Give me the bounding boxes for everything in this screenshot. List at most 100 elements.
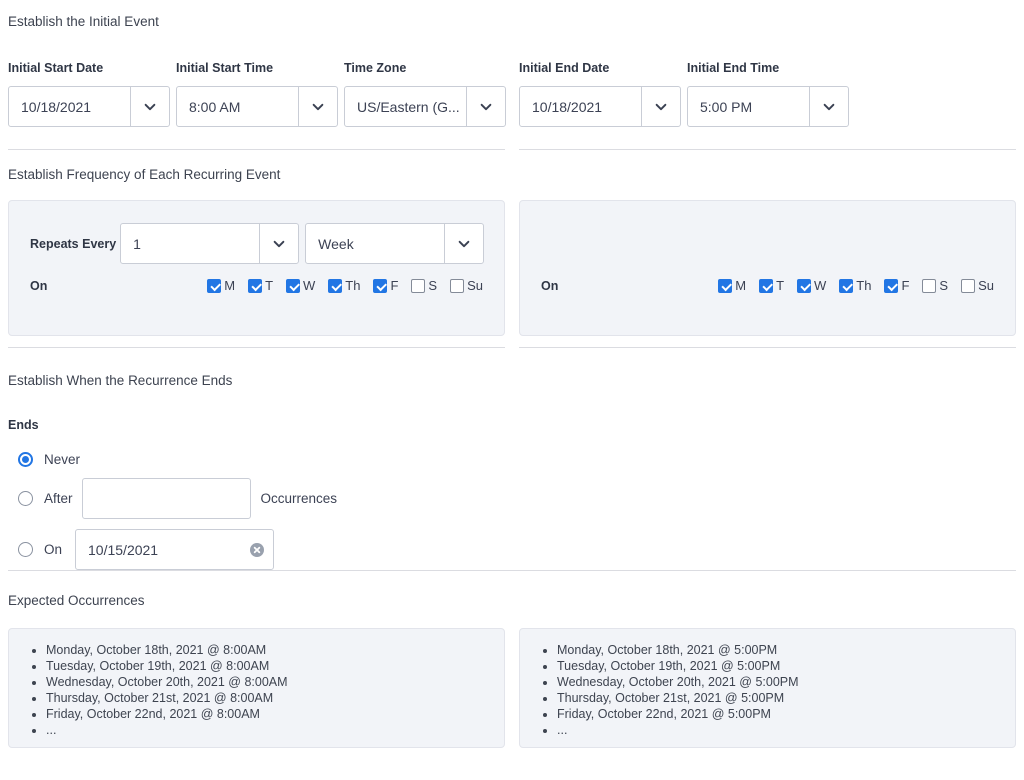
ends-group-label: Ends — [8, 418, 39, 432]
start-day-wednesday-checkbox[interactable] — [286, 278, 301, 293]
start-day-tuesday-checkbox[interactable] — [248, 278, 263, 293]
chevron-down-icon[interactable] — [641, 87, 680, 126]
start-occurrences-list: Monday, October 18th, 2021 @ 8:00AM Tues… — [25, 642, 488, 738]
end-day-friday[interactable]: F — [884, 278, 909, 293]
occurrence-item: ... — [557, 722, 999, 738]
start-day-friday-checkbox[interactable] — [373, 278, 388, 293]
ends-never-radio[interactable] — [18, 451, 33, 467]
occurrences-suffix-label: Occurrences — [260, 491, 338, 506]
day-label: S — [428, 278, 438, 293]
start-days-row: On M T W Th F S Su — [30, 278, 483, 293]
repeats-interval-select[interactable]: 1 — [120, 223, 300, 264]
end-day-monday[interactable]: M — [718, 278, 746, 293]
chevron-down-icon[interactable] — [130, 87, 169, 126]
time-zone-value: US/Eastern (G... — [357, 98, 460, 115]
occurrence-panels: Monday, October 18th, 2021 @ 8:00AM Tues… — [8, 628, 1016, 748]
clear-date-icon[interactable] — [249, 542, 265, 558]
day-label: S — [939, 278, 949, 293]
initial-start-date-value: 10/18/2021 — [21, 98, 92, 115]
start-fields-column: Initial Start Date 10/18/2021 Initial St… — [8, 61, 506, 127]
start-day-monday-checkbox[interactable] — [207, 278, 222, 293]
end-day-friday-checkbox[interactable] — [884, 278, 899, 293]
start-day-friday[interactable]: F — [373, 278, 398, 293]
start-day-saturday[interactable]: S — [411, 278, 437, 293]
day-label: W — [303, 278, 316, 293]
day-label: M — [735, 278, 747, 293]
end-day-saturday-checkbox[interactable] — [922, 278, 937, 293]
initial-event-heading: Establish the Initial Event — [8, 14, 159, 29]
repeats-every-row: Repeats Every 1 Week — [30, 223, 485, 264]
start-day-thursday[interactable]: Th — [328, 278, 360, 293]
field-initial-end-time: Initial End Time 5:00 PM — [687, 61, 849, 127]
chevron-down-icon[interactable] — [809, 87, 848, 126]
occurrence-item: Friday, October 22nd, 2021 @ 5:00PM — [557, 706, 999, 722]
end-occurrences-list: Monday, October 18th, 2021 @ 5:00PM Tues… — [536, 642, 999, 738]
start-day-sunday-checkbox[interactable] — [450, 278, 465, 293]
occurrence-item: Tuesday, October 19th, 2021 @ 5:00PM — [557, 658, 999, 674]
spacer — [541, 223, 994, 264]
end-day-tuesday[interactable]: T — [759, 278, 784, 293]
end-day-sunday-checkbox[interactable] — [961, 278, 976, 293]
start-day-saturday-checkbox[interactable] — [411, 278, 426, 293]
divider — [8, 570, 1016, 571]
end-day-wednesday-checkbox[interactable] — [797, 278, 812, 293]
day-label: T — [265, 278, 274, 293]
chevron-down-icon[interactable] — [444, 224, 483, 263]
time-zone-select[interactable]: US/Eastern (G... — [344, 86, 506, 127]
expected-occurrences-heading: Expected Occurrences — [8, 593, 145, 608]
repeats-interval-value: 1 — [133, 235, 141, 252]
repeats-every-label: Repeats Every — [30, 236, 117, 251]
initial-end-time-select[interactable]: 5:00 PM — [687, 86, 849, 127]
start-day-tuesday[interactable]: T — [248, 278, 273, 293]
field-initial-start-date: Initial Start Date 10/18/2021 — [8, 61, 170, 127]
occurrence-item: Thursday, October 21st, 2021 @ 8:00AM — [46, 690, 488, 706]
frequency-panels: Repeats Every 1 Week On M T — [8, 182, 1016, 336]
ends-option-never: Never — [8, 445, 1016, 473]
repeats-unit-select[interactable]: Week — [305, 223, 485, 264]
after-occurrences-input[interactable] — [81, 478, 251, 519]
occurrence-item: ... — [46, 722, 488, 738]
chevron-down-icon[interactable] — [298, 87, 337, 126]
repeats-selects: 1 Week — [120, 223, 485, 264]
initial-end-date-select[interactable]: 10/18/2021 — [519, 86, 681, 127]
initial-event-fields: Initial Start Date 10/18/2021 Initial St… — [8, 61, 1016, 127]
ends-after-label[interactable]: After — [44, 491, 73, 506]
chevron-down-icon[interactable] — [259, 224, 298, 263]
occurrence-item: Thursday, October 21st, 2021 @ 5:00PM — [557, 690, 999, 706]
end-day-thursday[interactable]: Th — [839, 278, 871, 293]
ends-option-on: On — [8, 529, 1016, 570]
end-day-wednesday[interactable]: W — [797, 278, 826, 293]
end-day-sunday[interactable]: Su — [961, 278, 994, 293]
occurrence-item: Friday, October 22nd, 2021 @ 8:00AM — [46, 706, 488, 722]
chevron-down-icon[interactable] — [466, 87, 505, 126]
ends-on-radio[interactable] — [18, 542, 33, 557]
ends-never-label[interactable]: Never — [44, 451, 81, 467]
frequency-heading: Establish Frequency of Each Recurring Ev… — [8, 167, 281, 182]
initial-end-date-label: Initial End Date — [519, 61, 610, 75]
field-initial-start-time: Initial Start Time 8:00 AM — [176, 61, 338, 127]
initial-start-time-select[interactable]: 8:00 AM — [176, 86, 338, 127]
day-label: W — [814, 278, 827, 293]
start-day-sunday[interactable]: Su — [450, 278, 483, 293]
end-day-saturday[interactable]: S — [922, 278, 948, 293]
end-days-panel: On M T W Th F S Su — [519, 200, 1016, 336]
divider-row — [8, 149, 1016, 150]
start-day-wednesday[interactable]: W — [286, 278, 315, 293]
start-day-monday[interactable]: M — [207, 278, 235, 293]
ends-after-radio[interactable] — [18, 491, 33, 506]
start-day-thursday-checkbox[interactable] — [328, 278, 343, 293]
initial-start-time-value: 8:00 AM — [189, 98, 241, 115]
initial-start-date-select[interactable]: 10/18/2021 — [8, 86, 170, 127]
day-label: Th — [345, 278, 361, 293]
ends-on-label[interactable]: On — [44, 542, 63, 557]
end-day-tuesday-checkbox[interactable] — [759, 278, 774, 293]
ends-on-date-input[interactable] — [75, 529, 275, 570]
field-initial-end-date: Initial End Date 10/18/2021 — [519, 61, 681, 127]
end-day-monday-checkbox[interactable] — [718, 278, 733, 293]
on-label: On — [30, 278, 48, 293]
initial-start-date-label: Initial Start Date — [8, 61, 104, 75]
start-day-checkboxes: M T W Th F S Su — [207, 278, 483, 293]
end-day-thursday-checkbox[interactable] — [839, 278, 854, 293]
day-label: Su — [467, 278, 483, 293]
recurring-event-form: Establish the Initial Event Initial Star… — [0, 0, 1024, 748]
